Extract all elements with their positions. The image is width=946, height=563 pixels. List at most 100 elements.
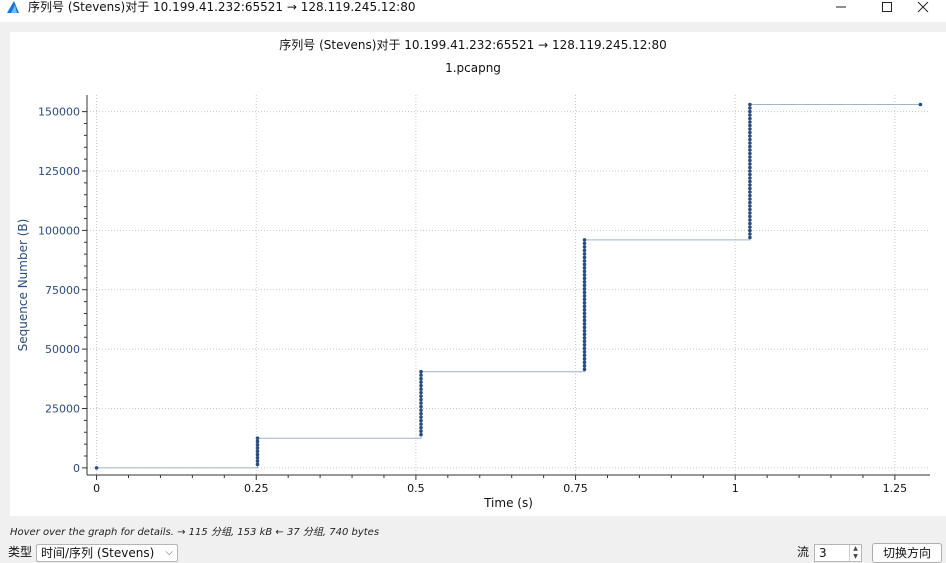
series-data xyxy=(94,102,923,470)
switch-direction-button[interactable]: 切换方向 xyxy=(872,543,942,563)
x-tick-label: 1 xyxy=(732,482,739,495)
segment-point xyxy=(748,144,752,149)
segment-point xyxy=(582,273,587,277)
segment-point xyxy=(748,148,752,152)
y-tick-label: 125000 xyxy=(38,165,80,178)
segment-point xyxy=(419,432,423,437)
graph-area[interactable] xyxy=(10,32,946,516)
y-ticks: 0 25000 50000 75000 100000 125000 150000 xyxy=(38,106,87,475)
segment-point xyxy=(419,404,423,409)
segment-point xyxy=(582,339,587,344)
y-tick-label: 150000 xyxy=(38,106,80,119)
segment-point xyxy=(748,190,752,194)
chevron-down-icon: ⌵ xyxy=(165,547,173,558)
minimize-button[interactable] xyxy=(818,0,864,14)
type-label: 类型 xyxy=(8,545,33,559)
stream-value: 3 xyxy=(819,546,827,560)
segment-point xyxy=(748,116,752,121)
segment-point xyxy=(582,308,587,312)
segment-point xyxy=(419,394,423,398)
segment-point xyxy=(419,390,423,395)
segment-point xyxy=(255,449,260,454)
segment-point xyxy=(582,367,587,372)
segment-point xyxy=(582,346,587,351)
segment-point xyxy=(748,225,752,229)
segment-point xyxy=(582,252,587,256)
segment-point xyxy=(582,315,587,319)
segment-point xyxy=(419,376,423,381)
y-tick-label: 25000 xyxy=(45,403,80,416)
x-tick-label: 1.25 xyxy=(883,482,908,495)
segment-point xyxy=(582,304,587,309)
segment-point xyxy=(582,364,587,368)
segment-point xyxy=(255,456,260,460)
segment-point xyxy=(748,176,752,180)
segment-point xyxy=(582,318,587,323)
close-button[interactable] xyxy=(900,0,946,14)
segment-point xyxy=(582,262,587,267)
segment-point xyxy=(748,218,752,222)
close-icon xyxy=(917,1,929,13)
graph-controls: 类型 时间/序列 (Stevens) ⌵ 流 3 ▲ ▼ 切换方向 xyxy=(0,540,946,563)
segment-point xyxy=(582,248,587,253)
axes xyxy=(86,95,930,476)
segment-point xyxy=(748,169,752,173)
window-title: 序列号 (Stevens)对于 10.199.41.232:65521 → 12… xyxy=(28,0,416,14)
segment-point xyxy=(419,380,423,384)
segment-point xyxy=(748,183,752,187)
segment-point xyxy=(582,290,587,295)
segment-point xyxy=(582,283,587,288)
segment-point xyxy=(918,102,923,107)
segment-point xyxy=(582,255,587,260)
segment-point xyxy=(748,221,752,226)
segment-point xyxy=(582,301,587,305)
segment-point xyxy=(419,422,423,426)
segment-point xyxy=(582,353,587,358)
stevens-graph[interactable]: 0 0.25 0.5 0.75 1 1.25 0 25000 50000 75000 100000… xyxy=(0,0,946,520)
segment-point xyxy=(419,373,423,377)
segment-point xyxy=(582,360,587,365)
segment-point xyxy=(748,127,752,131)
segment-point xyxy=(582,269,587,274)
segment-point xyxy=(582,241,587,246)
stream-label: 流 xyxy=(797,545,810,559)
segment-point xyxy=(748,106,752,110)
spin-arrows-icon[interactable]: ▲ ▼ xyxy=(849,545,861,561)
segment-point xyxy=(748,130,752,135)
segment-point xyxy=(748,155,752,159)
hover-hint: Hover over the graph for details. → 115 … xyxy=(10,527,380,538)
segment-point xyxy=(748,134,752,138)
maximize-button[interactable] xyxy=(864,0,910,14)
segment-point xyxy=(748,113,752,117)
segment-point xyxy=(748,158,752,163)
segment-point xyxy=(748,214,752,219)
segment-point xyxy=(748,200,752,205)
segment-point xyxy=(419,429,423,433)
segment-point xyxy=(582,336,587,340)
segment-point xyxy=(582,280,587,284)
x-tick-label: 0.75 xyxy=(563,482,588,495)
segment-point xyxy=(255,446,260,450)
segment-point xyxy=(748,102,752,107)
wireshark-fin-icon xyxy=(7,1,19,13)
segment-point xyxy=(419,415,423,419)
segment-point xyxy=(748,204,752,208)
x-ticks: 0 0.25 0.5 0.75 1 1.25 xyxy=(93,475,907,495)
segment-point xyxy=(419,387,423,391)
chart-title: 序列号 (Stevens)对于 10.199.41.232:65521 → 12… xyxy=(279,38,667,52)
segment-point xyxy=(582,245,587,249)
stream-spinbox[interactable]: 3 ▲ ▼ xyxy=(814,544,862,562)
maximize-icon xyxy=(882,2,892,12)
segment-point xyxy=(582,350,587,354)
segment-point xyxy=(419,425,423,430)
segment-point xyxy=(748,207,752,212)
segment-point xyxy=(582,325,587,330)
graph-type-select[interactable]: 时间/序列 (Stevens) ⌵ xyxy=(36,544,178,562)
segment-point xyxy=(582,259,587,263)
minimize-icon xyxy=(836,6,846,8)
segment-point xyxy=(748,232,752,236)
segment-point xyxy=(255,452,260,457)
segment-point xyxy=(748,179,752,184)
chart-subtitle: 1.pcapng xyxy=(445,61,501,75)
segment-point xyxy=(748,141,752,145)
